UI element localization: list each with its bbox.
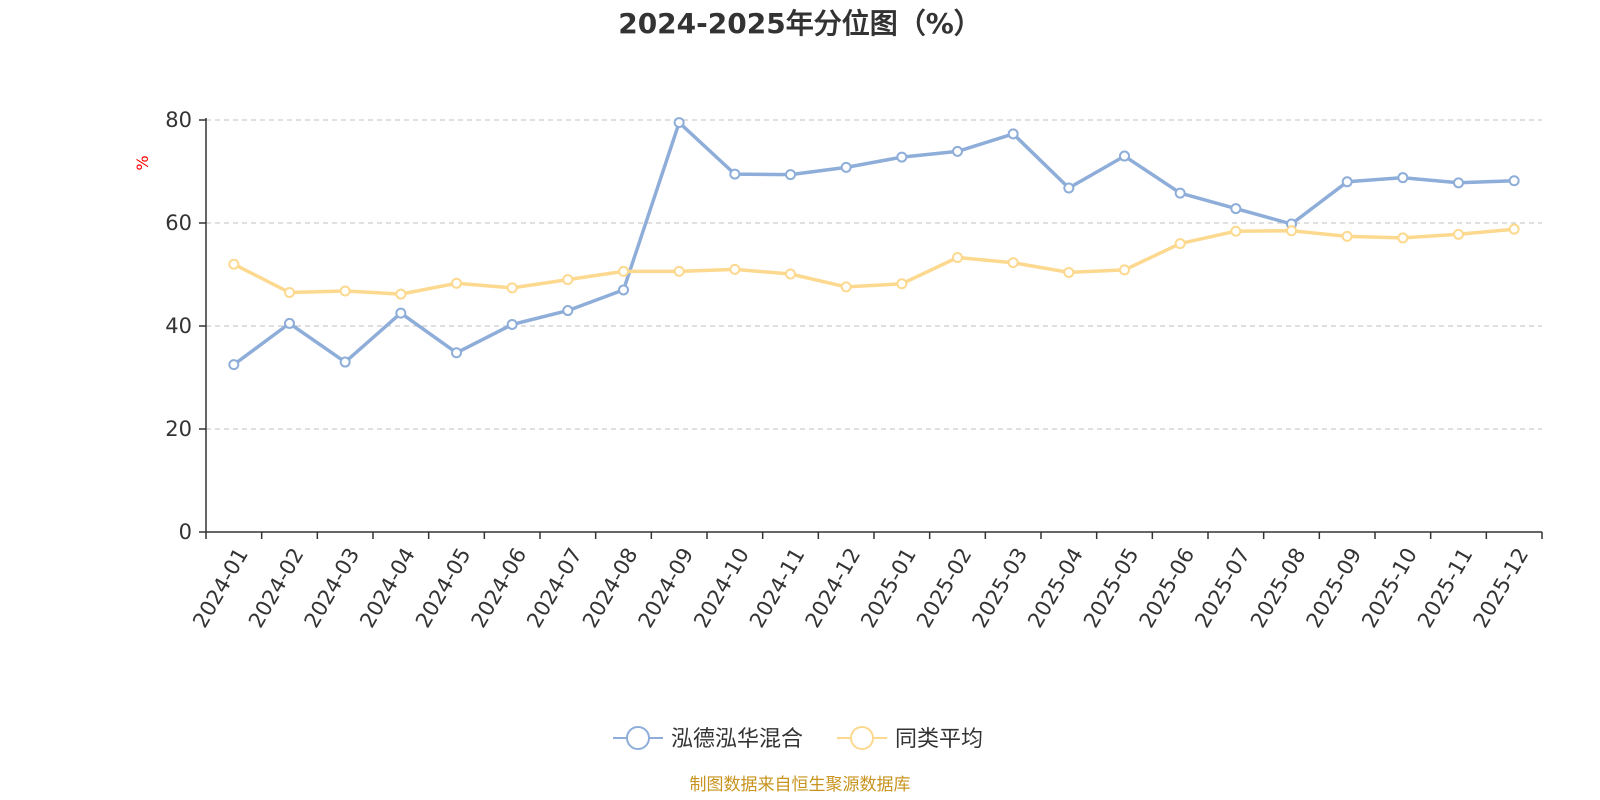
x-tick-label: 2025-09 bbox=[1302, 544, 1367, 632]
x-tick-label: 2024-02 bbox=[244, 544, 309, 632]
x-tick-label: 2024-05 bbox=[411, 544, 476, 632]
data-point bbox=[952, 252, 963, 264]
data-point bbox=[451, 277, 462, 289]
data-point bbox=[1174, 187, 1186, 199]
series-line-1 bbox=[233, 227, 1515, 296]
data-point bbox=[896, 278, 908, 290]
legend[interactable]: 泓德泓华混合 同类平均 bbox=[613, 726, 983, 752]
legend-marker bbox=[626, 726, 650, 750]
data-point bbox=[618, 284, 629, 296]
axes bbox=[199, 118, 1543, 539]
data-point bbox=[1063, 266, 1075, 278]
data-point bbox=[1230, 203, 1242, 215]
x-tick-label: 2024-03 bbox=[300, 544, 365, 632]
x-tick-label: 2025-04 bbox=[1023, 544, 1088, 632]
data-point bbox=[228, 359, 240, 371]
data-point bbox=[1119, 264, 1130, 276]
data-point bbox=[284, 287, 295, 299]
y-tick-labels: 0 20 40 60 80 bbox=[165, 108, 192, 544]
x-tick-label: 2024-08 bbox=[578, 544, 643, 632]
x-tick-label: 2024-01 bbox=[188, 544, 253, 632]
data-point bbox=[562, 274, 574, 286]
data-point bbox=[729, 168, 741, 180]
series-line-0 bbox=[232, 120, 1515, 367]
data-point bbox=[1230, 225, 1242, 237]
grid-lines bbox=[206, 119, 1542, 430]
x-tick-label: 2024-09 bbox=[634, 544, 699, 632]
data-point bbox=[1508, 223, 1520, 235]
y-tick-label: 80 bbox=[165, 108, 192, 132]
data-point bbox=[1174, 238, 1186, 250]
data-point bbox=[506, 318, 518, 330]
x-tick-label: 2025-05 bbox=[1079, 544, 1144, 632]
y-tick-label: 0 bbox=[179, 520, 192, 544]
series-lines bbox=[228, 117, 1520, 371]
x-tick-label: 2025-12 bbox=[1469, 544, 1534, 632]
data-point bbox=[1286, 225, 1297, 237]
data-point bbox=[785, 169, 796, 181]
x-tick-label: 2025-07 bbox=[1190, 544, 1255, 632]
data-point bbox=[562, 305, 574, 317]
data-point bbox=[395, 307, 407, 319]
x-tick-label: 2024-12 bbox=[801, 544, 866, 632]
data-point bbox=[673, 265, 685, 277]
data-point bbox=[506, 282, 518, 294]
x-tick-label: 2024-10 bbox=[689, 544, 754, 632]
data-point bbox=[840, 161, 852, 173]
x-tick-labels: 2024-012024-022024-032024-042024-052024-… bbox=[188, 544, 1533, 632]
data-point bbox=[729, 263, 741, 275]
data-point bbox=[339, 285, 351, 297]
x-tick-label: 2025-06 bbox=[1135, 544, 1200, 632]
data-point bbox=[1341, 230, 1353, 242]
x-tick-label: 2024-04 bbox=[355, 544, 420, 632]
data-point bbox=[673, 117, 685, 129]
data-point bbox=[840, 281, 852, 293]
data-point bbox=[952, 145, 963, 157]
x-tick-label: 2024-06 bbox=[467, 544, 532, 632]
y-tick-label: 60 bbox=[165, 211, 192, 235]
x-tick-label: 2025-08 bbox=[1246, 544, 1311, 632]
data-point bbox=[896, 151, 908, 163]
data-point bbox=[339, 356, 351, 368]
x-tick-label: 2025-01 bbox=[856, 544, 921, 632]
data-point bbox=[785, 268, 796, 280]
x-tick-label: 2024-07 bbox=[522, 544, 587, 632]
x-tick-label: 2025-02 bbox=[912, 544, 977, 632]
data-point bbox=[1397, 172, 1409, 184]
y-tick-label: 40 bbox=[165, 314, 192, 338]
data-source-note: 制图数据来自恒生聚源数据库 bbox=[690, 775, 911, 795]
data-point bbox=[1119, 150, 1130, 162]
data-point bbox=[451, 347, 462, 359]
data-point bbox=[395, 288, 407, 300]
data-point bbox=[1063, 182, 1075, 194]
x-tick-label: 2025-03 bbox=[968, 544, 1033, 632]
y-axis-label: % bbox=[133, 155, 152, 170]
x-tick-label: 2024-11 bbox=[745, 544, 810, 632]
data-point bbox=[1453, 177, 1464, 189]
data-point bbox=[1007, 257, 1019, 269]
data-point bbox=[1508, 175, 1520, 187]
legend-label: 泓德泓华混合 bbox=[671, 727, 803, 752]
legend-label: 同类平均 bbox=[895, 727, 983, 752]
data-point bbox=[284, 317, 295, 329]
data-point bbox=[228, 258, 240, 270]
x-tick-label: 2025-11 bbox=[1413, 544, 1478, 632]
data-point bbox=[1341, 176, 1353, 188]
chart-title: 2024-2025年分位图（%） bbox=[618, 7, 982, 40]
data-point bbox=[1397, 232, 1409, 244]
data-point bbox=[1453, 228, 1464, 240]
data-point bbox=[618, 265, 629, 277]
legend-marker bbox=[850, 726, 874, 750]
y-tick-label: 20 bbox=[165, 417, 192, 441]
data-point bbox=[1007, 128, 1019, 140]
x-tick-label: 2025-10 bbox=[1357, 544, 1422, 632]
